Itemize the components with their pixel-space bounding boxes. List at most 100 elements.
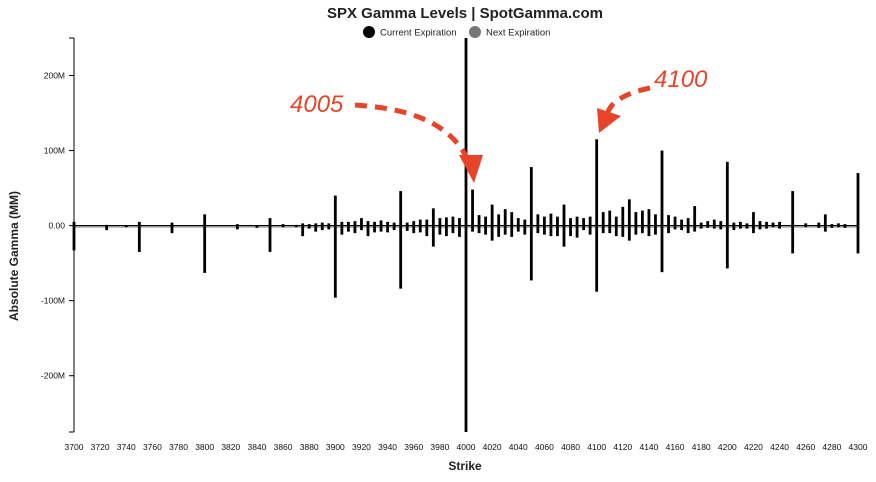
bar-next-expiration [340,225,344,235]
bar-next-expiration [778,225,781,229]
bar-current-expiration [523,219,527,226]
bar-next-expiration [608,225,612,234]
bar-current-expiration [693,206,697,226]
bar-current-expiration [556,216,559,226]
y-axis: 200M 100M 0.00 -100M -200M [41,37,858,433]
bar-next-expiration [588,225,592,235]
bar-next-expiration [745,225,749,229]
bar-current-expiration [464,38,468,226]
bar-current-expiration [412,221,416,226]
bar-current-expiration [699,222,703,226]
bar-next-expiration [654,225,657,235]
bar-next-expiration [595,225,599,292]
bar-current-expiration [353,221,357,226]
bar-current-expiration [601,212,605,226]
bar-next-expiration [431,225,435,247]
x-tick-label: 4220 [744,442,763,452]
bar-current-expiration [490,204,494,226]
bar-next-expiration [72,225,76,251]
bar-next-expiration [575,225,579,238]
bar-current-expiration [333,195,337,226]
bar-current-expiration [582,218,585,226]
bar-next-expiration [484,225,487,235]
bar-next-expiration [294,225,298,228]
bar-next-expiration [503,225,507,235]
bar-next-expiration [235,225,239,230]
bar-current-expiration [686,218,690,226]
bar-current-expiration [497,214,501,226]
bar-next-expiration [497,225,501,237]
bar-current-expiration [418,219,422,226]
bar-next-expiration [680,225,683,231]
bar-current-expiration [281,224,285,226]
bar-next-expiration [392,225,396,231]
bar-current-expiration [647,209,651,226]
x-tick-label: 3940 [378,442,397,452]
bar-current-expiration [510,212,514,226]
bar-next-expiration [667,225,670,234]
bar-next-expiration [451,225,455,234]
bar-current-expiration [725,161,729,226]
bar-next-expiration [706,225,710,228]
bar-next-expiration [712,225,716,229]
bar-next-expiration [621,225,625,237]
y-tick-label: -100M [41,296,65,306]
x-axis-label: Strike [448,459,482,473]
bar-next-expiration [752,225,755,234]
bar-current-expiration [856,173,860,226]
x-tick-label: 4100 [587,442,606,452]
x-tick-label: 4120 [613,442,632,452]
y-tick-label: 0.00 [48,221,65,231]
annotations: 4005 4100 [290,66,708,183]
x-tick-label: 4040 [509,442,528,452]
bar-current-expiration [516,218,520,226]
bar-current-expiration [634,212,638,226]
bar-next-expiration [569,225,572,237]
bar-next-expiration [660,225,664,273]
bar-current-expiration [791,191,795,226]
bar-current-expiration [340,221,344,226]
bar-current-expiration [752,212,755,226]
bar-next-expiration [203,225,207,273]
x-tick-label: 3800 [195,442,214,452]
bar-next-expiration [856,225,860,254]
bar-next-expiration [255,225,259,228]
bar-current-expiration [503,209,507,226]
bar-next-expiration [464,225,468,432]
bar-current-expiration [562,204,566,226]
bar-current-expiration [484,216,487,226]
bar-current-expiration [771,222,775,226]
bar-next-expiration [582,225,585,231]
x-tick-label: 3900 [326,442,345,452]
bar-next-expiration [418,225,422,233]
bar-next-expiration [353,225,357,234]
bar-next-expiration [333,225,337,298]
bar-next-expiration [556,225,559,237]
bar-next-expiration [725,225,729,269]
bar-next-expiration [804,225,808,228]
bar-next-expiration [327,225,331,230]
legend-label-next: Next Expiration [486,28,550,39]
bar-current-expiration [745,223,749,226]
bar-next-expiration [843,225,847,228]
legend-swatch-current [363,26,375,38]
arrow-4100-shaft [605,85,651,114]
bar-current-expiration [320,222,324,226]
bar-current-expiration [360,218,363,226]
bar-current-expiration [595,139,599,226]
bar-current-expiration [72,221,76,226]
bar-current-expiration [445,217,448,226]
bar-current-expiration [608,210,612,226]
bar-next-expiration [529,225,533,281]
bar-next-expiration [791,225,795,254]
bar-current-expiration [471,189,474,226]
bar-next-expiration [686,225,690,234]
bar-next-expiration [399,225,403,289]
bar-current-expiration [399,191,403,226]
bar-next-expiration [268,225,272,252]
bar-next-expiration [758,225,762,230]
bar-next-expiration [373,225,376,233]
bar-next-expiration [601,225,605,234]
bar-current-expiration [235,224,239,226]
